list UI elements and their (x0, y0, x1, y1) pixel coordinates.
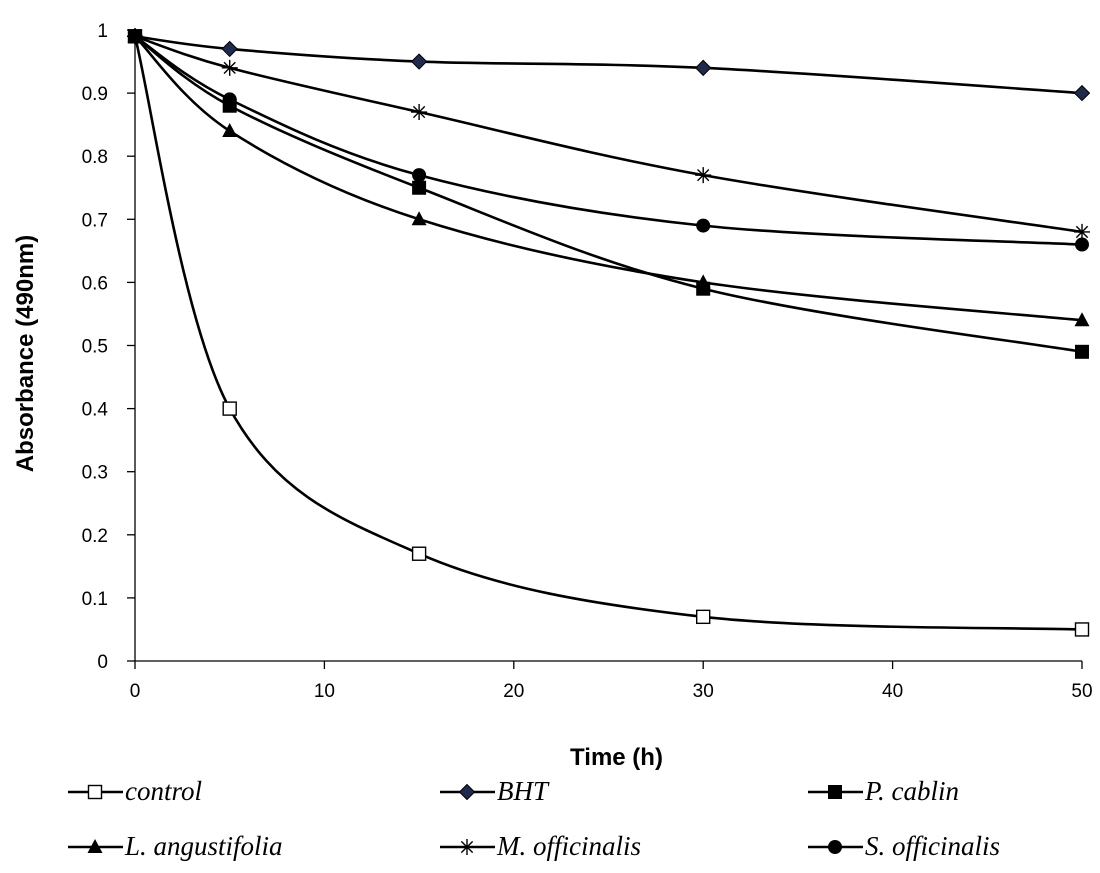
data-point (411, 211, 427, 226)
data-point (412, 180, 427, 195)
legend: control BHT P. cablin L. angustifolia M. off… (68, 776, 1000, 861)
y-tick-label: 0.4 (82, 400, 109, 421)
series-line-bht (134, 35, 1083, 95)
series-s-officinalis (128, 29, 1089, 252)
data-point (1074, 312, 1090, 327)
x-tick-label: 40 (882, 681, 903, 702)
legend-item-control: control (68, 776, 202, 806)
y-tick-label: 0.7 (82, 210, 108, 231)
data-point (696, 218, 711, 233)
data-point (411, 546, 427, 561)
legend-marker (458, 783, 476, 801)
data-point (128, 29, 142, 44)
series-l-angustifolia (127, 28, 1090, 327)
data-point (1075, 344, 1089, 359)
legend-item-l-angustifolia: L. angustifolia (68, 831, 283, 861)
data-point (694, 59, 712, 77)
data-point (222, 92, 237, 107)
x-axis-title: Time (h) (570, 744, 663, 771)
legend-item-bht: BHT (440, 776, 550, 806)
x-tick-label: 50 (1071, 681, 1092, 702)
legend-marker (87, 839, 103, 853)
data-point (222, 401, 237, 416)
legend-label: control (125, 776, 202, 806)
data-point (695, 167, 712, 184)
y-tick-label: 0.3 (82, 463, 108, 484)
series-m-officinalis (127, 28, 1090, 240)
series-line-control (133, 35, 1083, 631)
data-point (1074, 622, 1090, 637)
y-tick-label: 1 (97, 21, 108, 42)
data-point (411, 104, 428, 121)
data-point (695, 274, 711, 289)
legend-label: S. officinalis (865, 831, 1000, 861)
legend-marker (87, 784, 103, 800)
legend-marker (828, 840, 842, 854)
legend-label: L. angustifolia (124, 831, 283, 861)
series-line-s-officinalis (134, 35, 1083, 246)
legend-marker (459, 839, 475, 855)
data-point (1075, 237, 1089, 252)
legend-item-m-officinalis: M. officinalis (440, 831, 641, 861)
data-point (221, 59, 238, 76)
data-point (410, 53, 428, 70)
data-point (222, 122, 238, 137)
y-tick-label: 0.2 (82, 526, 108, 547)
x-tick-label: 30 (693, 681, 714, 702)
legend-marker (828, 785, 842, 799)
y-tick-label: 0.8 (82, 147, 108, 168)
x-tick-label: 10 (314, 681, 335, 702)
legend-label: M. officinalis (496, 831, 641, 861)
series-layer (126, 28, 1091, 637)
data-point (1073, 84, 1091, 102)
x-tick-label: 0 (130, 681, 141, 702)
y-tick-label: 0.5 (82, 337, 108, 358)
y-tick-label: 0.6 (82, 273, 108, 294)
data-point (412, 168, 427, 183)
data-point (1074, 223, 1090, 240)
data-point (696, 609, 711, 625)
legend-label: BHT (497, 776, 550, 806)
y-tick-label: 0 (97, 652, 108, 673)
legend-item-s-officinalis: S. officinalis (808, 831, 1000, 861)
legend-label: P. cablin (864, 776, 959, 806)
axes: 00.10.20.30.40.50.60.70.80.910 10 20 30 40 50 (82, 21, 1093, 702)
y-tick-label: 0.9 (82, 84, 108, 105)
y-axis-title: Absorbance (490nm) (12, 235, 39, 472)
series-line-l-angustifolia (134, 35, 1083, 322)
y-tick-label: 0.1 (82, 589, 108, 610)
x-tick-label: 20 (503, 681, 524, 702)
series-bht (126, 28, 1091, 102)
data-point (221, 40, 238, 58)
legend-item-p-cablin: P. cablin (808, 776, 959, 806)
